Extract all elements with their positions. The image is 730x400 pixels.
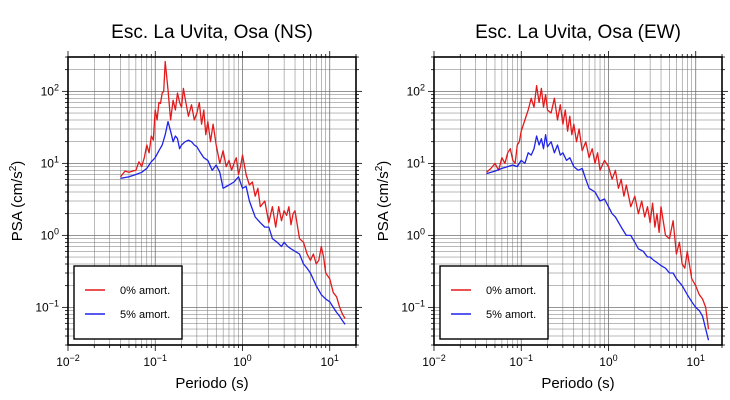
x-tick-label: 10−1 [143, 353, 167, 369]
y-tick-label: 101 [407, 154, 425, 170]
x-axis-label: Periodo (s) [175, 375, 248, 392]
x-tick-label: 10−2 [56, 353, 80, 369]
chart-title: Esc. La Uvita, Osa (NS) [111, 22, 313, 43]
y-axis-label: PSA (cm/s2) [374, 161, 392, 242]
y-axis-label: PSA (cm/s2) [8, 161, 26, 242]
y-tick-label: 100 [41, 226, 59, 242]
y-tick-label: 101 [41, 154, 59, 170]
legend-box [73, 265, 183, 340]
plot-frame [67, 56, 357, 346]
x-tick-label: 101 [321, 353, 339, 369]
y-tick-label: 100 [407, 226, 425, 242]
legend: 0% amort. 5% amort. [73, 265, 183, 340]
grid [68, 57, 356, 345]
x-tick-label: 100 [599, 353, 617, 369]
plot-frame [433, 56, 723, 346]
legend-label: 0% amort. [486, 285, 536, 297]
legend-label: 5% amort. [486, 309, 536, 321]
series-line-amort-5 [120, 120, 346, 325]
series-line-amort-0 [486, 85, 710, 330]
series-line-amort-5 [486, 134, 710, 341]
chart-panel-ns: 10−2 10−1 100 101 10−1 100 101 102 Esc. La Uvita… [8, 22, 362, 392]
x-tick-label: 100 [233, 353, 251, 369]
x-tick-label: 10−2 [422, 353, 446, 369]
legend-label: 5% amort. [120, 309, 170, 321]
y-tick-label: 102 [41, 82, 59, 98]
y-tick-label: 10−1 [35, 298, 59, 314]
x-tick-label: 10−1 [509, 353, 533, 369]
legend: 0% amort. 5% amort. [439, 265, 549, 340]
x-axis-label: Periodo (s) [541, 375, 614, 392]
legend-box [439, 265, 549, 340]
y-tick-label: 102 [407, 82, 425, 98]
chart-title: Esc. La Uvita, Osa (EW) [475, 22, 681, 43]
legend-label: 0% amort. [120, 285, 170, 297]
y-tick-label: 10−1 [401, 298, 425, 314]
chart-panel-ew: 10−2 10−1 100 101 10−1 100 101 102 Esc. La Uvita… [374, 22, 728, 392]
x-tick-label: 101 [687, 353, 705, 369]
series-line-amort-0 [119, 60, 346, 319]
